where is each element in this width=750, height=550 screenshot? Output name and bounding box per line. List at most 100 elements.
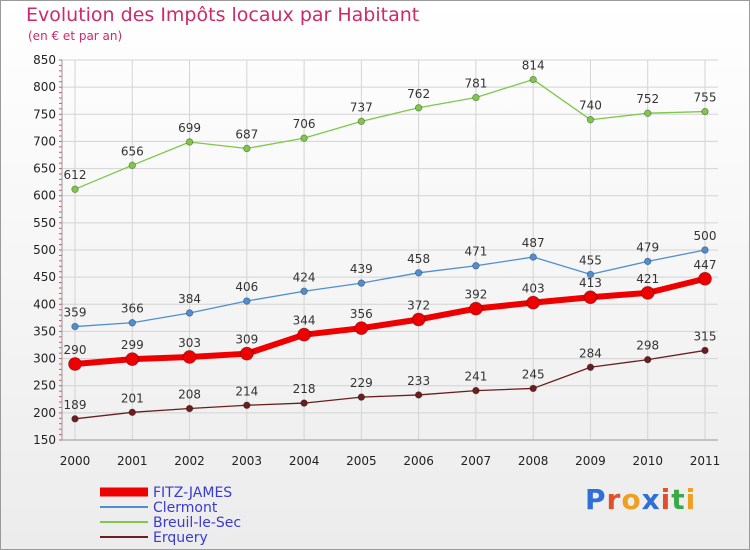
x-tick-label: 2004 bbox=[289, 454, 320, 468]
data-label: 471 bbox=[464, 245, 487, 259]
data-point bbox=[239, 346, 254, 361]
data-label: 298 bbox=[636, 339, 659, 353]
data-point bbox=[526, 295, 541, 310]
data-label: 233 bbox=[407, 374, 430, 388]
data-point bbox=[185, 309, 194, 317]
series-line bbox=[74, 349, 706, 420]
y-tick-label: 500 bbox=[33, 243, 56, 257]
data-point bbox=[128, 161, 136, 170]
data-point bbox=[243, 297, 251, 305]
data-label: 201 bbox=[121, 391, 144, 405]
data-label: 781 bbox=[464, 76, 487, 90]
data-label: 656 bbox=[121, 144, 144, 158]
data-label: 424 bbox=[293, 270, 316, 284]
data-point bbox=[68, 357, 82, 371]
data-point bbox=[71, 322, 79, 331]
data-label: 487 bbox=[522, 236, 545, 250]
data-label: 752 bbox=[636, 92, 659, 106]
data-label: 218 bbox=[293, 382, 316, 396]
y-tick-label: 600 bbox=[33, 189, 56, 203]
x-tick-label: 2000 bbox=[60, 454, 91, 468]
data-label: 762 bbox=[407, 87, 430, 101]
series-breuil-le-sec: 612 656 699 687 706 737 762 781 814 740 752 755 bbox=[64, 59, 717, 193]
chart-title: Evolution des Impôts locaux par Habitant bbox=[26, 4, 420, 26]
data-label: 214 bbox=[235, 384, 258, 398]
data-point bbox=[357, 279, 366, 287]
y-tick-label: 750 bbox=[33, 107, 56, 121]
data-point bbox=[529, 75, 537, 84]
data-label: 755 bbox=[694, 91, 717, 105]
x-tick-label: 2009 bbox=[575, 454, 606, 468]
data-label: 699 bbox=[178, 121, 201, 135]
data-point bbox=[472, 386, 480, 395]
data-label: 344 bbox=[293, 314, 316, 328]
series-clermont: 359 366 384 406 424 439 458 471 487 455 479 500 bbox=[64, 229, 717, 331]
data-point bbox=[411, 312, 426, 327]
legend-label-fitz-james: FITZ-JAMES bbox=[153, 485, 232, 501]
data-point bbox=[701, 246, 709, 254]
data-point bbox=[472, 262, 480, 270]
data-label: 372 bbox=[407, 298, 430, 312]
data-point bbox=[128, 319, 136, 327]
data-point bbox=[414, 269, 423, 277]
x-tick-label: 2003 bbox=[232, 454, 263, 468]
data-label: 356 bbox=[350, 307, 373, 321]
data-point bbox=[644, 109, 652, 117]
data-label: 455 bbox=[579, 253, 602, 267]
data-point bbox=[640, 285, 655, 300]
x-tick-label: 2002 bbox=[174, 454, 205, 468]
data-label: 315 bbox=[694, 329, 717, 343]
data-label: 290 bbox=[64, 343, 87, 357]
legend-label-breuil-le-sec: Breuil-le-Sec bbox=[153, 515, 241, 531]
data-label: 500 bbox=[694, 229, 717, 243]
x-tick-label: 2005 bbox=[346, 454, 377, 468]
data-point bbox=[701, 107, 709, 116]
data-label: 229 bbox=[350, 376, 373, 390]
logo-letter: i bbox=[660, 483, 672, 516]
y-tick-label: 850 bbox=[33, 53, 56, 67]
data-label: 687 bbox=[235, 127, 258, 141]
axes: 150 200 250 300 350 400 450 500 550 600 650 700 750 8… bbox=[33, 53, 720, 468]
x-tick-label: 2007 bbox=[461, 454, 492, 468]
x-tick-label: 2006 bbox=[403, 454, 434, 468]
data-point bbox=[128, 408, 136, 417]
data-point bbox=[185, 138, 194, 146]
y-tick-label: 400 bbox=[33, 297, 56, 311]
data-label: 245 bbox=[522, 367, 545, 381]
data-point bbox=[529, 253, 537, 261]
data-point bbox=[71, 185, 79, 193]
data-point bbox=[583, 290, 598, 305]
data-label: 403 bbox=[522, 282, 545, 296]
data-point bbox=[125, 352, 140, 367]
data-label: 392 bbox=[464, 288, 487, 302]
y-tick-label: 250 bbox=[33, 379, 56, 393]
y-tick-label: 350 bbox=[33, 324, 56, 338]
proxiti-logo: Proxiti bbox=[585, 483, 696, 516]
series-fitz-james: 290 299 303 309 344 356 372 392 403 413 421 447 bbox=[64, 258, 716, 371]
data-label: 479 bbox=[636, 240, 659, 254]
y-tick-label: 700 bbox=[33, 134, 56, 148]
data-label: 284 bbox=[579, 346, 602, 360]
data-point bbox=[185, 404, 194, 413]
data-point bbox=[586, 116, 595, 124]
y-tick-label: 300 bbox=[33, 352, 56, 366]
data-label: 814 bbox=[522, 59, 545, 73]
series-line bbox=[74, 78, 706, 190]
logo-letter: P bbox=[585, 483, 607, 516]
x-tick-label: 2008 bbox=[518, 454, 549, 468]
data-point bbox=[644, 257, 652, 266]
data-point bbox=[297, 327, 311, 342]
data-point bbox=[644, 355, 652, 364]
data-point bbox=[300, 134, 308, 142]
y-tick-label: 450 bbox=[33, 270, 56, 284]
y-tick-label: 150 bbox=[33, 433, 56, 447]
data-label: 612 bbox=[64, 168, 87, 182]
data-label: 439 bbox=[350, 262, 373, 276]
data-label: 406 bbox=[235, 280, 258, 294]
data-point bbox=[71, 415, 79, 423]
data-label: 413 bbox=[579, 276, 602, 290]
data-point bbox=[701, 346, 709, 355]
